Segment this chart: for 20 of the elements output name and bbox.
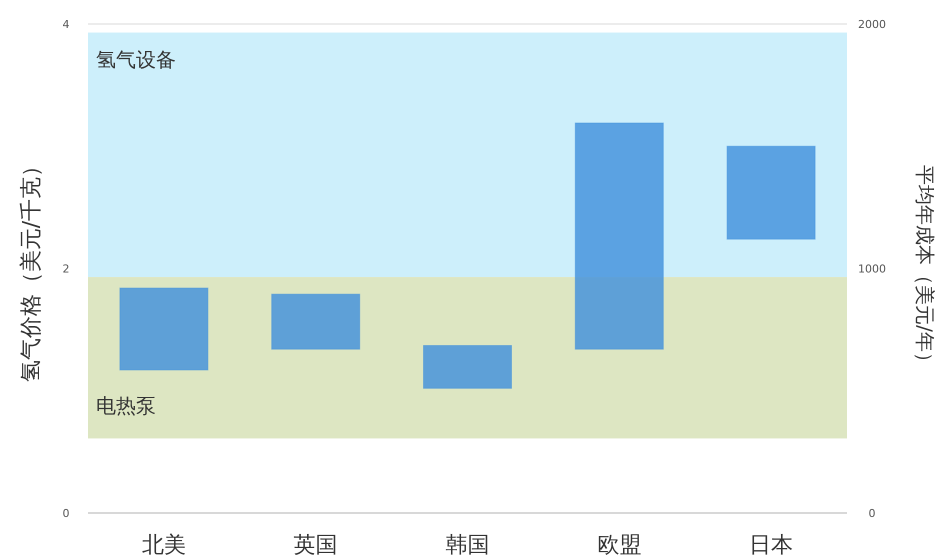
x-tick-label: 欧盟 xyxy=(597,533,642,557)
bar xyxy=(423,345,512,389)
y-tick-label: 0 xyxy=(62,507,70,520)
y2-tick-label: 0 xyxy=(868,507,876,520)
bar xyxy=(574,122,664,350)
band-label: 电热泵 xyxy=(96,393,156,418)
y-tick-label: 2 xyxy=(62,262,70,276)
band-label: 氢气设备 xyxy=(96,48,176,72)
x-tick-label: 北美 xyxy=(142,533,186,557)
y-tick-label: 4 xyxy=(62,18,70,31)
y-axis-title: 氢气价格（美元/千克） xyxy=(19,154,44,382)
y2-tick-label: 2000 xyxy=(858,18,886,31)
bar xyxy=(271,294,360,350)
x-tick-label: 英国 xyxy=(294,533,338,557)
y2-axis-title: 平均年成本（美元/年） xyxy=(913,165,937,372)
x-tick-label: 日本 xyxy=(749,533,794,557)
x-tick-label: 韩国 xyxy=(446,533,490,557)
bar xyxy=(119,288,208,370)
y2-tick-label: 1000 xyxy=(858,262,886,276)
bar xyxy=(726,146,816,240)
